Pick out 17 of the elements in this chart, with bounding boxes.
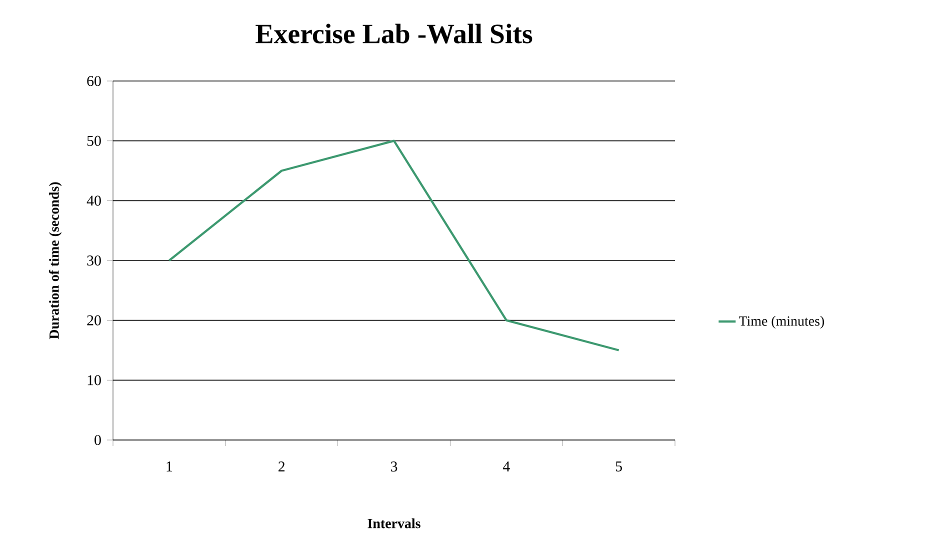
x-tick-label: 1 [166, 462, 172, 472]
x-tick-label: 4 [502, 462, 510, 472]
line-series [168, 140, 620, 352]
y-tick-label: 50 [87, 136, 101, 146]
y-axis-title: Duration of time (seconds) [48, 182, 62, 340]
y-tick-label: 30 [87, 255, 101, 266]
x-tick-label: 5 [616, 462, 622, 472]
legend-label: Time (minutes) [738, 316, 824, 329]
chart-title: Exercise Lab -Wall Sits [256, 24, 532, 44]
y-tick-label: 20 [87, 315, 101, 326]
x-axis-title: Intervals [368, 518, 420, 528]
y-tick-label: 10 [88, 375, 101, 386]
y-tick-label: 0 [94, 434, 101, 446]
y-tick-label: 60 [87, 76, 101, 86]
x-tick-label: 2 [278, 462, 285, 472]
x-tick-label: 3 [390, 462, 398, 472]
y-tick-label: 40 [86, 196, 101, 206]
